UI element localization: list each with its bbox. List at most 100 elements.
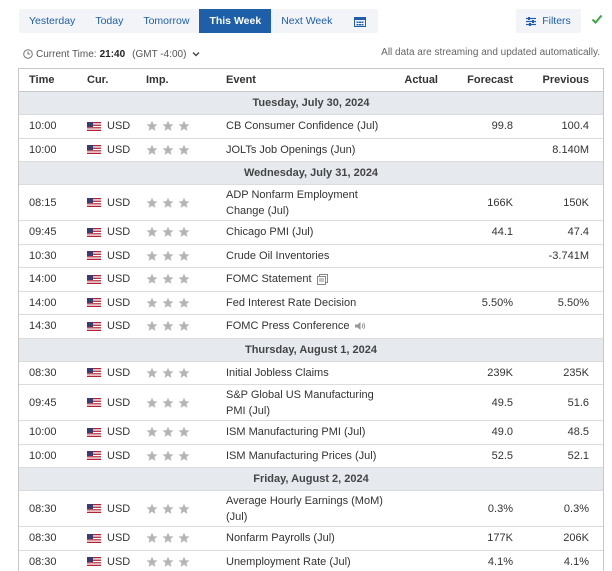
event-name-cell[interactable]: S&P Global US Manufacturing PMI (Jul) — [216, 387, 386, 419]
event-time: 14:00 — [29, 296, 57, 309]
importance-star-icon — [162, 532, 174, 544]
event-name-cell[interactable]: Chicago PMI (Jul) — [216, 224, 386, 240]
col-actual: Actual — [404, 74, 438, 86]
table-row[interactable]: 09:45 USD Chicago PMI (Jul) 44.1 47.4 — [19, 221, 603, 245]
economic-calendar-table: Time Cur. Imp. Event Actual Forecast Pre… — [18, 68, 604, 571]
filters-button[interactable]: Filters — [516, 9, 581, 33]
tab-today[interactable]: Today — [95, 15, 124, 27]
event-name-cell[interactable]: Nonfarm Payrolls (Jul) — [216, 530, 386, 546]
currency-code: USD — [107, 555, 131, 568]
event-name[interactable]: Chicago PMI (Jul) — [226, 226, 314, 239]
event-previous: 235K — [563, 366, 589, 379]
event-name[interactable]: Nonfarm Payrolls (Jul) — [226, 532, 335, 545]
event-importance — [136, 197, 216, 209]
event-currency: USD — [77, 367, 136, 379]
document-icon[interactable] — [316, 273, 328, 285]
speaker-icon[interactable] — [354, 321, 366, 331]
tab-next-week[interactable]: Next Week — [281, 15, 333, 27]
col-time: Time — [29, 74, 55, 86]
currency-code: USD — [107, 249, 131, 262]
event-name-cell[interactable]: Fed Interest Rate Decision — [216, 295, 386, 311]
event-time: 08:30 — [29, 532, 57, 545]
event-name[interactable]: ISM Manufacturing PMI (Jul) — [226, 426, 366, 439]
event-previous: 150K — [563, 196, 589, 209]
us-flag-icon — [87, 274, 101, 284]
event-name-cell[interactable]: JOLTs Job Openings (Jun) — [216, 142, 386, 158]
event-time: 10:30 — [29, 249, 57, 262]
table-row[interactable]: 10:00 USD JOLTs Job Openings (Jun) 8.140M — [19, 139, 603, 162]
importance-star-icon — [162, 273, 174, 285]
currency-code: USD — [107, 502, 131, 515]
event-name[interactable]: Initial Jobless Claims — [226, 366, 329, 379]
importance-star-icon — [162, 367, 174, 378]
table-row[interactable]: 08:15 USD ADP Nonfarm Employment Change (J… — [19, 185, 603, 221]
table-row[interactable]: 08:30 USD Unemployment Rate (Jul) 4.1% 4.1% — [19, 551, 603, 571]
event-name-cell[interactable]: FOMC Statement — [216, 271, 386, 287]
table-row[interactable]: 08:30 USD Nonfarm Payrolls (Jul) 177K 206K — [19, 527, 603, 551]
event-time: 10:00 — [29, 449, 57, 462]
table-row[interactable]: 10:00 USD CB Consumer Confidence (Jul) 99.8… — [19, 115, 603, 139]
importance-star-icon — [146, 297, 158, 308]
currency-code: USD — [107, 120, 131, 133]
importance-star-icon — [162, 320, 174, 332]
importance-star-icon — [162, 503, 174, 514]
event-name-cell[interactable]: ISM Manufacturing Prices (Jul) — [216, 448, 386, 464]
event-forecast: 166K — [487, 196, 513, 209]
event-name[interactable]: FOMC Statement — [226, 273, 312, 286]
tab-this-week[interactable]: This Week — [199, 9, 272, 33]
event-name[interactable]: ISM Manufacturing Prices (Jul) — [226, 449, 377, 462]
event-forecast: 4.1% — [487, 555, 513, 568]
event-name-cell[interactable]: Unemployment Rate (Jul) — [216, 554, 386, 570]
event-forecast: 177K — [487, 532, 513, 545]
us-flag-icon — [87, 398, 101, 407]
event-name[interactable]: S&P Global US Manufacturing PMI (Jul) — [226, 388, 374, 417]
current-time-selector[interactable]: Current Time: 21:40 (GMT -4:00) — [23, 47, 200, 61]
table-row[interactable]: 14:30 USD FOMC Press Conference — [19, 315, 603, 339]
event-name-cell[interactable]: Crude Oil Inventories — [216, 248, 386, 264]
event-importance — [136, 320, 216, 332]
currency-code: USD — [107, 449, 131, 462]
event-name[interactable]: Crude Oil Inventories — [226, 249, 330, 262]
event-name[interactable]: FOMC Press Conference — [226, 320, 350, 333]
event-importance — [136, 426, 216, 438]
event-name-cell[interactable]: ADP Nonfarm Employment Change (Jul) — [216, 187, 386, 219]
event-previous: 52.1 — [567, 449, 589, 462]
tab-yesterday[interactable]: Yesterday — [29, 15, 76, 27]
event-name[interactable]: Average Hourly Earnings (MoM) (Jul) — [226, 494, 383, 523]
table-row[interactable]: 08:30 USD Average Hourly Earnings (MoM) (J… — [19, 491, 603, 527]
event-forecast: 0.3% — [487, 502, 513, 515]
importance-star-icon — [162, 144, 174, 155]
tab-tomorrow[interactable]: Tomorrow — [143, 15, 190, 27]
event-name-cell[interactable]: CB Consumer Confidence (Jul) — [216, 118, 386, 134]
currency-code: USD — [107, 196, 131, 209]
table-row[interactable]: 08:30 USD Initial Jobless Claims 239K 235K — [19, 362, 603, 385]
table-row[interactable]: 10:00 USD ISM Manufacturing Prices (Jul) 52… — [19, 445, 603, 468]
event-name[interactable]: JOLTs Job Openings (Jun) — [226, 143, 356, 156]
importance-star-icon — [178, 226, 190, 238]
table-row[interactable]: 14:00 USD FOMC Statement — [19, 268, 603, 292]
event-name-cell[interactable]: FOMC Press Conference — [216, 318, 386, 334]
importance-star-icon — [146, 426, 158, 438]
event-name[interactable]: Unemployment Rate (Jul) — [226, 555, 351, 568]
table-row[interactable]: 09:45 USD S&P Global US Manufacturing PMI … — [19, 385, 603, 421]
event-name-cell[interactable]: Initial Jobless Claims — [216, 365, 386, 381]
importance-star-icon — [178, 297, 190, 308]
table-row[interactable]: 10:00 USD ISM Manufacturing PMI (Jul) 49.0 4… — [19, 421, 603, 445]
calendar-button[interactable] — [342, 9, 378, 33]
event-name-cell[interactable]: ISM Manufacturing PMI (Jul) — [216, 424, 386, 440]
timezone-label: (GMT -4:00) — [132, 48, 187, 60]
event-name[interactable]: Fed Interest Rate Decision — [226, 296, 357, 309]
event-name-cell[interactable]: Average Hourly Earnings (MoM) (Jul) — [216, 493, 386, 525]
table-row[interactable]: 10:30 USD Crude Oil Inventories -3.741M — [19, 245, 603, 268]
event-currency: USD — [77, 320, 136, 332]
us-flag-icon — [87, 227, 101, 237]
importance-star-icon — [146, 273, 158, 285]
us-flag-icon — [87, 121, 101, 131]
event-name[interactable]: ADP Nonfarm Employment Change (Jul) — [226, 188, 358, 217]
chevron-down-icon — [192, 52, 200, 57]
event-previous: 0.3% — [563, 502, 589, 515]
table-row[interactable]: 14:00 USD Fed Interest Rate Decision 5.50% 5… — [19, 292, 603, 315]
col-event: Event — [226, 74, 256, 86]
event-name[interactable]: CB Consumer Confidence (Jul) — [226, 120, 379, 133]
importance-star-icon — [162, 426, 174, 438]
